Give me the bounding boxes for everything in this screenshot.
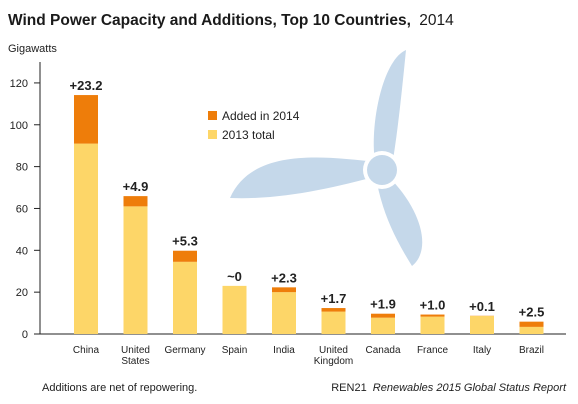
y-tick-label-100: 100	[10, 120, 28, 132]
footer-note: Additions are net of repowering.	[42, 382, 197, 394]
bar-added-brazil	[519, 321, 544, 327]
legend-swatch-2013	[208, 130, 217, 139]
bar-added-united-kingdom	[321, 308, 346, 312]
y-tick-label-60: 60	[16, 203, 28, 215]
y-tick-label-40: 40	[16, 245, 28, 257]
y-tick-label-120: 120	[10, 78, 28, 90]
data-label-united-states: +4.9	[123, 179, 149, 194]
category-label-spain: Spain	[222, 345, 248, 356]
chart-title-year: 2014	[419, 12, 454, 29]
category-label-united-kingdom: United Kingdom	[314, 345, 353, 367]
data-label-china: +23.2	[70, 78, 103, 93]
data-label-united-kingdom: +1.7	[321, 291, 347, 306]
bar-2013-spain	[222, 285, 247, 334]
wind-turbine-icon	[230, 50, 423, 266]
y-tick-label-80: 80	[16, 162, 28, 174]
data-label-spain: ~0	[227, 269, 242, 284]
category-label-canada: Canada	[365, 345, 400, 356]
category-label-italy: Italy	[473, 345, 491, 356]
legend-swatch-added	[208, 111, 217, 120]
bar-2013-united-states	[123, 206, 148, 334]
bar-2013-united-kingdom	[321, 311, 346, 334]
data-label-brazil: +2.5	[519, 305, 545, 320]
data-label-germany: +5.3	[172, 234, 198, 249]
bar-2013-france	[420, 316, 445, 334]
legend-label-added: Added in 2014	[222, 109, 300, 123]
bar-2013-india	[272, 292, 296, 334]
data-label-canada: +1.9	[370, 297, 396, 312]
bar-2013-italy	[470, 316, 494, 334]
category-label-germany: Germany	[164, 345, 205, 356]
bar-added-united-states	[123, 196, 148, 207]
bar-added-canada	[371, 313, 395, 318]
bar-2013-china	[74, 143, 98, 334]
y-tick-label-20: 20	[16, 287, 28, 299]
y-axis-label: Gigawatts	[8, 43, 57, 55]
turbine-blade-top	[373, 50, 406, 168]
source-title: Renewables 2015 Global Status Report	[373, 382, 567, 394]
bar-added-germany	[173, 250, 197, 262]
source-org: REN21	[331, 382, 366, 394]
chart-title-main: Wind Power Capacity and Additions, Top 1…	[8, 12, 411, 29]
legend-label-2013: 2013 total	[222, 128, 275, 142]
category-label-china: China	[73, 345, 100, 356]
bar-added-china	[74, 95, 98, 144]
turbine-blade-right	[376, 176, 423, 266]
source-credit: REN21 Renewables 2015 Global Status Repo…	[331, 382, 567, 394]
legend: Added in 2014 2013 total	[208, 109, 300, 142]
bar-2013-germany	[173, 261, 197, 334]
category-label-india: India	[273, 345, 295, 356]
turbine-hub-center	[367, 155, 397, 185]
data-label-france: +1.0	[420, 298, 446, 313]
category-label-france: France	[417, 345, 449, 356]
turbine-blade-left	[230, 157, 378, 199]
category-label-united-states: United States	[121, 345, 150, 367]
bar-added-france	[420, 314, 445, 317]
data-label-italy: +0.1	[469, 299, 495, 314]
bar-added-india	[272, 287, 296, 293]
y-tick-label-0: 0	[22, 329, 28, 341]
bar-2013-brazil	[519, 326, 544, 334]
bar-2013-canada	[371, 317, 395, 334]
data-label-india: +2.3	[271, 270, 297, 285]
category-label-brazil: Brazil	[519, 345, 544, 356]
chart-title: Wind Power Capacity and Additions, Top 1…	[8, 12, 454, 29]
